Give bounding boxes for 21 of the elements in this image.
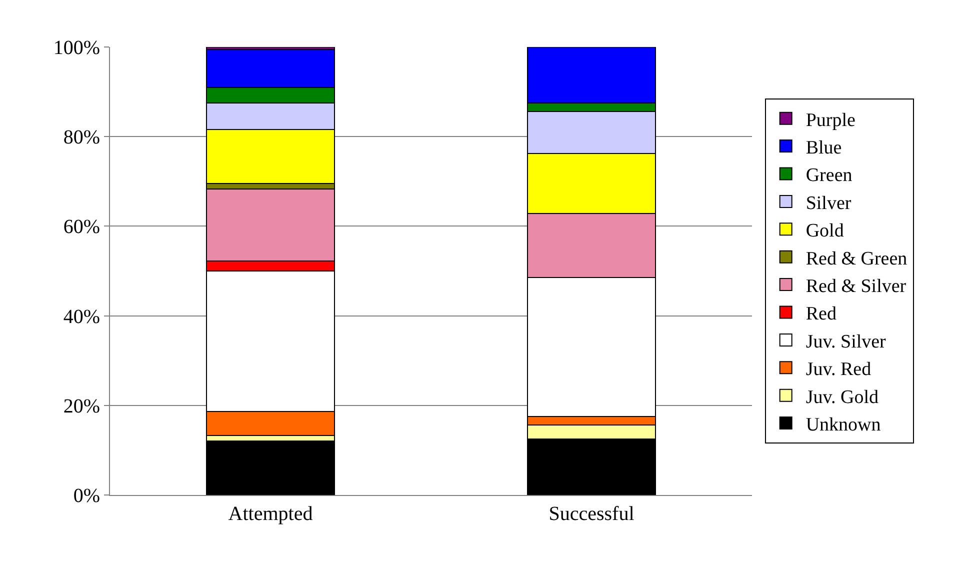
legend-label: Gold (806, 220, 844, 242)
y-tick-label: 40% (63, 306, 100, 328)
legend-label: Red & Green (806, 248, 908, 270)
legend-label: Unknown (806, 414, 882, 436)
legend-label: Silver (806, 192, 852, 214)
y-tick-label: 0% (73, 485, 100, 507)
legend-label: Red & Silver (806, 276, 907, 297)
x-tick-label: Attempted (228, 503, 313, 525)
y-tick-label: 100% (53, 37, 100, 59)
legend-label: Green (806, 165, 853, 186)
legend-label: Red (806, 304, 837, 325)
x-tick-label: Successful (548, 503, 635, 525)
legend-label: Blue (806, 137, 842, 158)
legend-label: Juv. Gold (806, 386, 879, 408)
bar (206, 440, 336, 495)
y-tick-label: 20% (63, 395, 100, 418)
y-tick-label: 60% (63, 216, 100, 238)
legend-label: Juv. Silver (806, 331, 887, 352)
legend-label: Juv. Red (806, 359, 872, 380)
y-tick-label: 80% (63, 126, 100, 149)
legend-label: Purple (806, 110, 856, 131)
